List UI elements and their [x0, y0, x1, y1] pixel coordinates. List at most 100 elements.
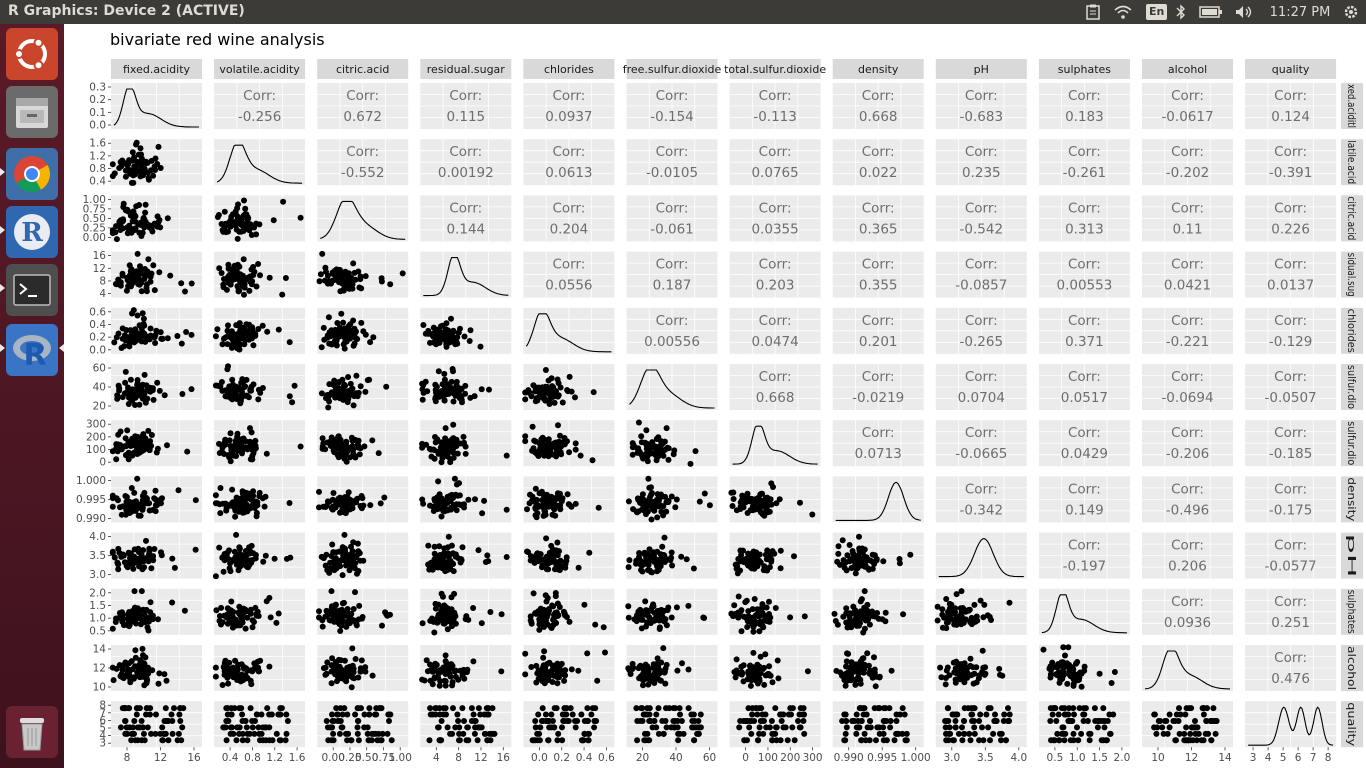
correlation-panel: Corr: -0.0694 [1142, 364, 1233, 410]
x-tick-label: 1.6 [289, 752, 306, 764]
x-tick-label: 60 [703, 752, 716, 764]
scatter-panel [935, 645, 1027, 691]
corr-label: Corr: [656, 200, 689, 216]
row-strip-label: density [1345, 477, 1357, 521]
scatter-panel [213, 588, 306, 635]
scatter-panel [626, 701, 718, 748]
ubuntu-dash-icon[interactable] [6, 28, 58, 80]
y-tick-label: 5 [99, 723, 106, 735]
x-tick-label: 100 [758, 752, 778, 764]
scatter-panel [214, 195, 306, 242]
corr-value: 0.0765 [751, 165, 798, 181]
scatter-panel [625, 532, 718, 579]
correlation-panel: Corr: 0.0355 [729, 195, 821, 242]
corr-label: Corr: [656, 88, 689, 104]
row-strip-label: alcohol [1345, 646, 1357, 690]
y-tick-label: 8 [99, 700, 106, 712]
chrome-icon[interactable] [6, 148, 58, 200]
terminal-icon[interactable] [6, 264, 58, 316]
density-panel [935, 532, 1027, 579]
correlation-panel: Corr: 0.187 [626, 251, 718, 298]
x-tick-label: 3.5 [977, 752, 994, 764]
y-tick-label: 0.5 [89, 625, 106, 637]
corr-label: Corr: [1274, 200, 1307, 216]
corr-value: -0.129 [1269, 334, 1313, 350]
row-strip-label: chlorides [1345, 309, 1357, 353]
y-tick-label: 100 [86, 444, 106, 456]
corr-label: Corr: [759, 144, 792, 160]
wifi-icon[interactable] [1112, 3, 1134, 21]
bluetooth-icon[interactable] [1174, 3, 1188, 21]
y-tick-label: 0 [99, 457, 106, 469]
scatter-panel [212, 531, 306, 580]
correlation-panel: Corr: -0.342 [935, 476, 1027, 523]
correlation-panel: Corr: 0.0613 [523, 139, 615, 186]
row-strip [1341, 476, 1364, 523]
correlation-panel: Corr: 0.183 [1038, 83, 1130, 129]
y-tick-label: 10 [93, 682, 106, 694]
y-tick-label: 0.1 [89, 107, 106, 119]
y-tick-label: 0.6 [89, 306, 106, 318]
corr-value: 0.0937 [545, 109, 592, 125]
row-strip [1341, 307, 1364, 354]
correlation-panel: Corr: -0.202 [1142, 139, 1233, 186]
corr-value: 0.0137 [1267, 278, 1314, 294]
y-tick-label: 0.25 [83, 222, 106, 234]
trash-icon[interactable] [6, 706, 58, 758]
corr-label: Corr: [346, 88, 379, 104]
corr-value: 0.204 [550, 221, 589, 237]
clipboard-icon[interactable] [1084, 3, 1102, 21]
corr-value: -0.496 [1166, 502, 1210, 518]
r-icon[interactable]: R [6, 206, 58, 258]
column-strip [420, 59, 512, 79]
row-strip-label: xed.aciditl [1345, 84, 1357, 128]
battery-icon[interactable] [1198, 3, 1224, 21]
correlation-panel: Corr: -0.0105 [626, 139, 718, 186]
y-tick-label: 12 [93, 663, 106, 675]
corr-value: -0.0105 [646, 165, 698, 181]
y-tick-label: 60 [93, 363, 106, 375]
correlation-panel: Corr: -0.256 [214, 83, 306, 129]
corr-value: -0.0219 [852, 390, 904, 406]
x-tick-label: 0.6 [598, 752, 615, 764]
x-tick-label: 4.0 [1010, 752, 1027, 764]
correlation-panel: Corr: 0.0421 [1142, 251, 1233, 298]
corr-label: Corr: [1171, 369, 1204, 385]
row-strip [1341, 701, 1364, 748]
corr-value: 0.022 [859, 165, 898, 181]
density-panel [523, 307, 615, 354]
correlation-panel: Corr: -0.265 [935, 307, 1027, 354]
y-tick-label: 300 [86, 419, 106, 431]
density-panel [420, 251, 512, 298]
scatter-panel [111, 307, 202, 354]
scatter-panel [1038, 701, 1130, 748]
scatter-panel [317, 701, 409, 748]
volume-icon[interactable] [1233, 3, 1255, 21]
corr-label: Corr: [1171, 481, 1204, 497]
corr-value: -0.542 [960, 221, 1004, 237]
corr-label: Corr: [965, 313, 998, 329]
corr-label: Corr: [759, 369, 792, 385]
gear-icon[interactable] [1342, 3, 1360, 21]
rstudio-icon[interactable]: R [6, 324, 58, 376]
row-strip-label: citric.acid [1345, 196, 1357, 240]
corr-label: Corr: [759, 257, 792, 273]
column-strip [729, 59, 821, 79]
corr-value: 0.668 [859, 109, 898, 125]
y-tick-label: 7 [99, 707, 106, 719]
scatter-panel [111, 701, 202, 748]
x-tick-label: 0.995 [867, 752, 897, 764]
y-tick-label: 0.50 [83, 213, 106, 225]
x-tick-label: 5 [1280, 752, 1287, 764]
clock[interactable]: 11:27 PM [1269, 4, 1331, 20]
corr-value: -0.342 [960, 502, 1004, 518]
corr-label: Corr: [552, 88, 585, 104]
y-tick-label: 3.0 [89, 569, 106, 581]
scatter-panel [109, 139, 202, 186]
x-tick-label: 0.50 [355, 752, 378, 764]
scatter-panel [523, 701, 615, 748]
keyboard-layout-indicator[interactable]: En [1146, 4, 1168, 20]
corr-value: -0.391 [1269, 165, 1313, 181]
files-icon[interactable] [6, 86, 58, 138]
scatter-panel [934, 588, 1027, 635]
